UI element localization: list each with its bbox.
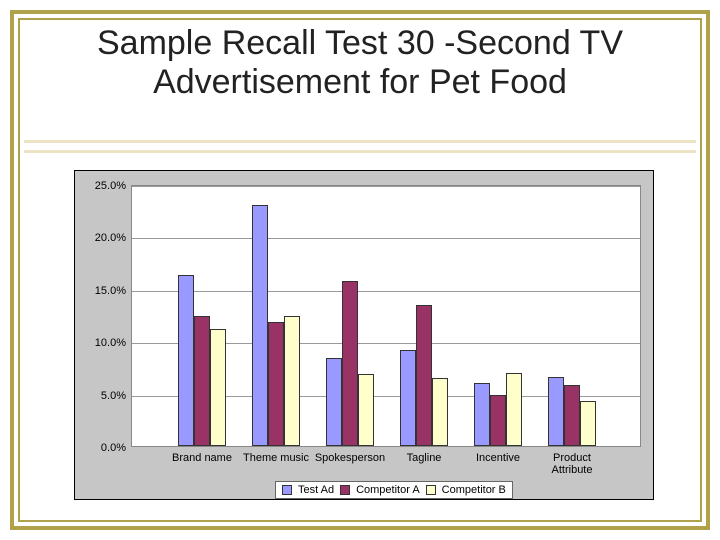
legend-label: Competitor B — [442, 484, 506, 496]
y-tick-label: 20.0% — [95, 232, 132, 244]
legend-swatch — [426, 485, 436, 495]
bar — [548, 377, 564, 446]
bar — [564, 385, 580, 446]
legend-label: Test Ad — [298, 484, 334, 496]
gridline — [132, 238, 640, 239]
plot-area: 0.0%5.0%10.0%15.0%20.0%25.0%Brand nameTh… — [131, 185, 641, 447]
x-category-label: Brand name — [172, 446, 232, 464]
x-category-label: Product Attribute — [542, 446, 602, 476]
x-category-label: Spokesperson — [315, 446, 385, 464]
title-underline-bottom — [24, 150, 696, 153]
x-category-label: Incentive — [476, 446, 520, 464]
x-category-label: Theme music — [243, 446, 309, 464]
title-block: Sample Recall Test 30 -Second TV Adverti… — [24, 24, 696, 102]
bar — [400, 350, 416, 446]
legend-swatch — [282, 485, 292, 495]
bar — [474, 383, 490, 446]
y-tick-label: 25.0% — [95, 180, 132, 192]
bar — [326, 358, 342, 446]
bar — [210, 329, 226, 446]
bar — [342, 281, 358, 446]
bar — [252, 205, 268, 446]
bar — [268, 322, 284, 446]
y-tick-label: 0.0% — [101, 442, 132, 454]
recall-chart: 0.0% 5.0% 10.0% 15.0% 20.0% 25.0% Brand name Th… — [74, 170, 654, 500]
bar — [416, 305, 432, 446]
slide: Sample Recall Test 30 -Second TV Adverti… — [0, 0, 720, 540]
bar — [580, 401, 596, 446]
y-tick-label: 10.0% — [95, 337, 132, 349]
bar — [194, 316, 210, 446]
x-category-label: Tagline — [407, 446, 442, 464]
y-tick-label: 5.0% — [101, 390, 132, 402]
bar — [506, 373, 522, 446]
gridline — [132, 186, 640, 187]
bar — [178, 275, 194, 446]
bar — [284, 316, 300, 446]
gridline — [132, 291, 640, 292]
legend-label: Competitor A — [356, 484, 420, 496]
legend-swatch — [340, 485, 350, 495]
chart-legend: Test Ad Competitor A Competitor B — [275, 481, 513, 499]
title-underline-top — [24, 140, 696, 143]
page-title: Sample Recall Test 30 -Second TV Adverti… — [24, 24, 696, 102]
bar — [432, 378, 448, 446]
bar — [490, 395, 506, 446]
bar — [358, 374, 374, 446]
y-tick-label: 15.0% — [95, 285, 132, 297]
